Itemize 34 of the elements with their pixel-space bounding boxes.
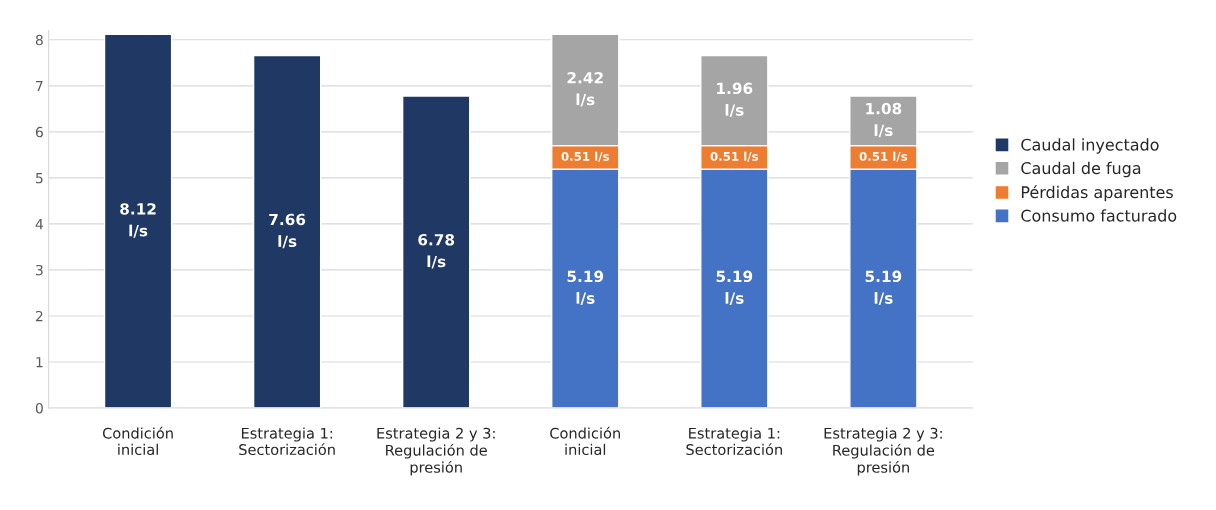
legend-label: Pérdidas aparentes	[1021, 185, 1173, 202]
legend-label: Caudal inyectado	[1021, 138, 1159, 154]
data-label: 0.51 l/s	[561, 151, 609, 162]
x-tick-label: Estrategia 1: Sectorización	[239, 427, 335, 456]
y-tick-label: 2	[35, 310, 43, 322]
y-tick-label: 7	[36, 80, 43, 92]
y-tick-label: 8	[35, 34, 43, 46]
x-tick-label: Condición inicial	[102, 426, 173, 456]
y-tick-label: 0	[35, 402, 43, 414]
data-label: 0.51 l/s	[710, 151, 759, 162]
y-tick-label: 4	[35, 219, 43, 230]
data-label: 5.19 l/s	[567, 270, 604, 306]
data-label: 7.66 l/s	[269, 213, 306, 249]
data-label: 5.19 l/s	[716, 270, 753, 306]
x-tick-label: Estrategia 2 y 3: Regulación de presión	[377, 427, 495, 476]
x-tick-label: Estrategia 2 y 3: Regulación de presión	[824, 427, 942, 476]
data-label: 0.51 l/s	[859, 151, 908, 162]
x-tick-label: Estrategia 1: Sectorización	[686, 427, 782, 456]
y-tick-label: 6	[35, 126, 43, 138]
legend-label: Caudal de fuga	[1021, 161, 1141, 178]
data-label: 8.12 l/s	[120, 203, 156, 238]
y-tick-label: 3	[36, 264, 43, 276]
y-tick-label: 1	[36, 357, 43, 368]
bar	[252, 54, 322, 408]
x-tick-label: Condición inicial	[550, 426, 620, 456]
data-label: 1.08 l/s	[866, 102, 902, 138]
y-tick-label: 5	[36, 173, 43, 184]
data-label: 1.96 l/s	[717, 82, 753, 118]
data-label: 2.42 l/s	[567, 71, 603, 107]
data-label: 5.19 l/s	[865, 270, 902, 306]
bar	[401, 95, 471, 408]
bar	[103, 33, 173, 408]
legend-label: Consumo facturado	[1021, 209, 1177, 222]
data-label: 6.78 l/s	[418, 233, 455, 269]
